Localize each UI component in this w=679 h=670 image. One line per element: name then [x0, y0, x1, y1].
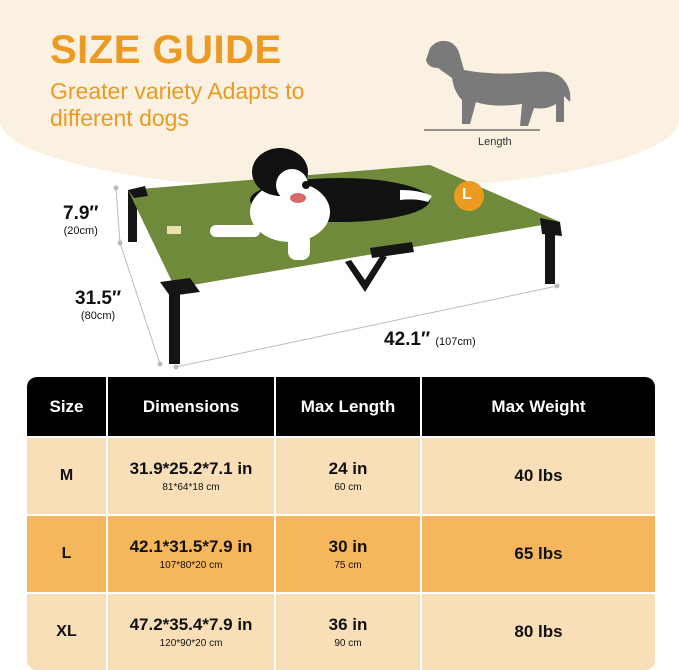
len-cm: 60 cm [334, 482, 362, 493]
page-title: SIZE GUIDE [50, 28, 282, 72]
width-inches: 31.5″ [75, 288, 122, 309]
len-cm: 75 cm [334, 560, 362, 571]
size-cell: XL [27, 592, 107, 670]
size-badge [454, 181, 484, 211]
dog-silhouette-icon [426, 40, 571, 126]
len-in: 24 in [328, 459, 368, 478]
length-dimension: 42.1″ (107cm) [384, 329, 476, 351]
dim-in: 31.9*25.2*7.1 in [129, 459, 253, 478]
bed-legs [128, 190, 555, 364]
size-cell: M [27, 436, 107, 515]
width-cm: (80cm) [80, 310, 116, 322]
dimensions-cell: 47.2*35.4*7.9 in 120*90*20 cm [106, 592, 275, 670]
dim-cm: 107*80*20 cm [159, 560, 223, 571]
dim-cm: 81*64*18 cm [162, 482, 220, 493]
max-weight-cell: 40 lbs [420, 436, 655, 515]
max-length-cell: 36 in 90 cm [274, 592, 421, 670]
size-table: Size Dimensions Max Length Max Weight M … [27, 377, 655, 670]
width-dimension: 31.5″ (80cm) [75, 288, 121, 322]
header-size: Size [27, 377, 107, 437]
dim-in: 47.2*35.4*7.9 in [129, 615, 253, 634]
height-inches: 7.9″ [63, 203, 99, 224]
len-in: 36 in [328, 615, 368, 634]
table-row: L 42.1*31.5*7.9 in 107*80*20 cm 30 in 75 c… [27, 514, 655, 593]
max-length-cell: 24 in 60 cm [274, 436, 421, 515]
page-subtitle: Greater variety Adapts to different dogs [50, 78, 305, 131]
dimension-lines [113, 185, 560, 370]
len-cm: 90 cm [334, 638, 362, 649]
header-max-weight: Max Weight [420, 377, 655, 437]
size-cell: L [27, 514, 107, 593]
weight: 65 lbs [514, 544, 563, 563]
dimensions-cell: 31.9*25.2*7.1 in 81*64*18 cm [106, 436, 275, 515]
product-illustration [113, 40, 571, 370]
bed-fabric [128, 165, 560, 288]
max-weight-cell: 80 lbs [420, 592, 655, 670]
len-in: 30 in [328, 537, 368, 556]
header-dimensions: Dimensions [106, 377, 275, 437]
dim-cm: 120*90*20 cm [159, 638, 223, 649]
max-length-cell: 30 in 75 cm [274, 514, 421, 593]
max-weight-cell: 65 lbs [420, 514, 655, 593]
table-row: M 31.9*25.2*7.1 in 81*64*18 cm 24 in 60 cm… [27, 436, 655, 515]
size-badge-label: L [462, 186, 472, 203]
dim-in: 42.1*31.5*7.9 in [129, 537, 253, 556]
length-label: Length [478, 136, 512, 148]
table-row: XL 47.2*35.4*7.9 in 120*90*20 cm 36 in 90 … [27, 592, 655, 670]
length-cm: (107cm) [435, 336, 476, 348]
length-inches: 42.1″ [384, 329, 431, 350]
weight: 40 lbs [514, 466, 563, 485]
table-header: Size Dimensions Max Length Max Weight [27, 377, 655, 437]
height-cm: (20cm) [63, 225, 98, 237]
height-dimension: 7.9″ (20cm) [63, 203, 99, 237]
header-max-length: Max Length [274, 377, 421, 437]
dog-photo [210, 148, 432, 260]
weight: 80 lbs [514, 622, 563, 641]
dimensions-cell: 42.1*31.5*7.9 in 107*80*20 cm [106, 514, 275, 593]
